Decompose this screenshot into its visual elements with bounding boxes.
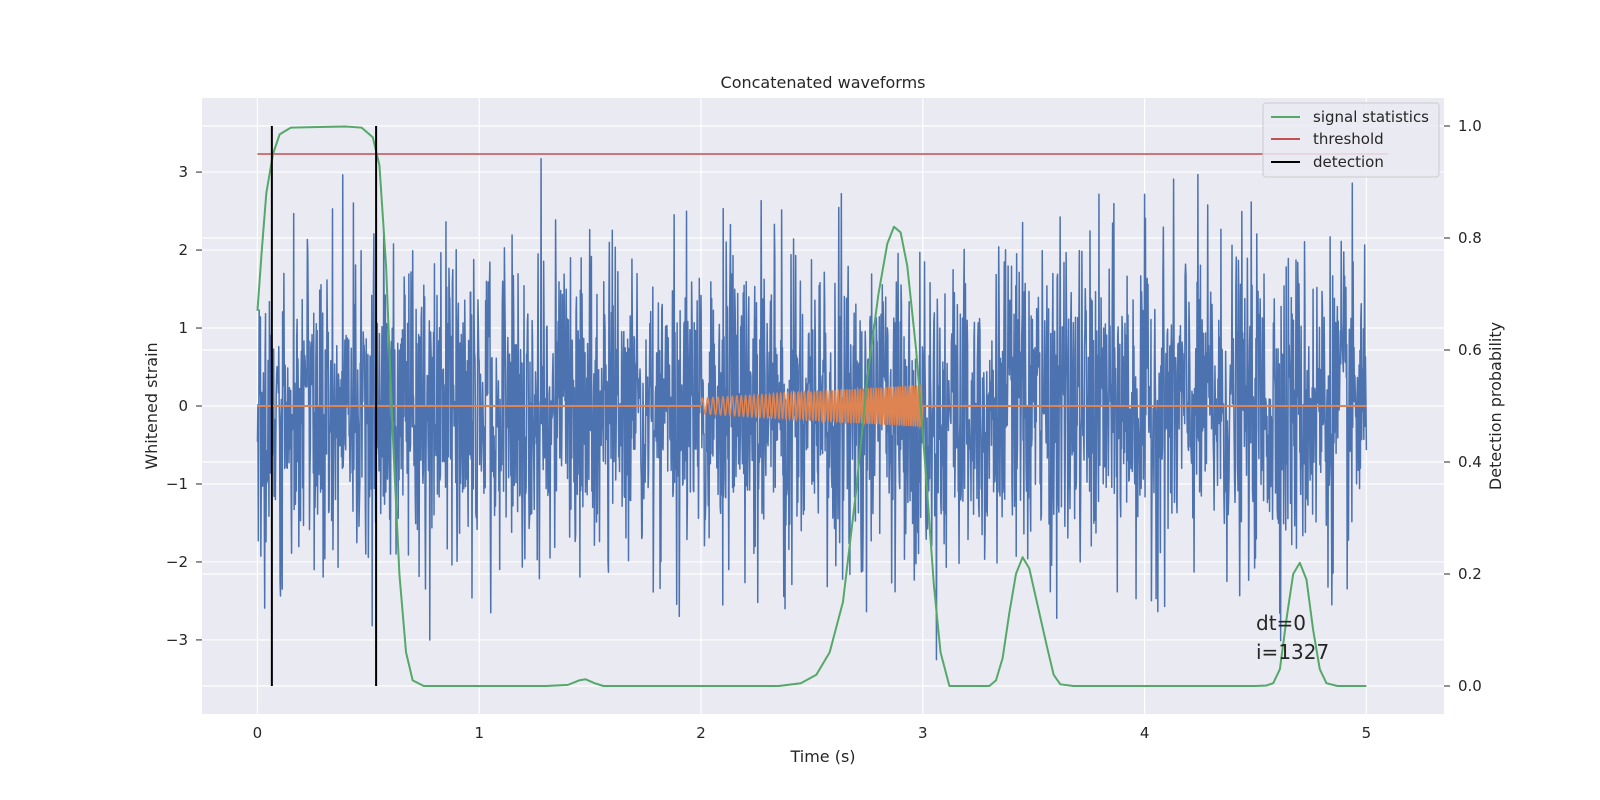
y-tick-label: 0 (178, 397, 188, 415)
y-tick-label: 2 (178, 241, 188, 259)
legend-box (1262, 102, 1440, 178)
x-tick-label: 4 (1140, 724, 1150, 742)
y-tick-label: −2 (166, 553, 188, 571)
legend-label-detection: detection (1313, 153, 1384, 171)
x-tick-label: 0 (253, 724, 263, 742)
annotation-dt: dt=0 (1256, 611, 1306, 635)
annotation-index: i=1327 (1256, 640, 1329, 664)
y-axis-label: Whitened strain (142, 342, 161, 469)
y2-tick-label: 1.0 (1458, 117, 1482, 135)
y2-tick-label: 0.2 (1458, 565, 1482, 583)
y-tick-label: 1 (178, 319, 188, 337)
x-tick-label: 3 (918, 724, 928, 742)
x-tick-label: 1 (474, 724, 484, 742)
chart-title: Concatenated waveforms (721, 73, 926, 92)
y-tick-label: 3 (178, 163, 188, 181)
y2-tick-label: 0.8 (1458, 229, 1482, 247)
y2-tick-label: 0.0 (1458, 677, 1482, 695)
y-tick-label: −1 (166, 475, 188, 493)
series-layer (256, 125, 1389, 687)
legend-label-signal-statistics: signal statistics (1313, 108, 1429, 126)
ticks: 0 1 2 3 4 5 −3 −2 −1 0 1 2 3 0.0 0.2 0.4 0.6 0.8 1.0 (166, 117, 1482, 742)
y2-tick-label: 0.4 (1458, 453, 1482, 471)
y2-axis-label: Detection probability (1486, 322, 1505, 490)
y-tick-label: −3 (166, 631, 188, 649)
signal-statistics-series (256, 125, 1367, 687)
x-tick-label: 5 (1362, 724, 1372, 742)
legend: signal statistics threshold detection (1262, 102, 1440, 178)
y2-tick-label: 0.6 (1458, 341, 1482, 359)
x-axis-label: Time (s) (789, 747, 855, 766)
injected-waveform-series (700, 384, 924, 429)
x-tick-label: 2 (696, 724, 706, 742)
legend-label-threshold: threshold (1313, 130, 1384, 148)
